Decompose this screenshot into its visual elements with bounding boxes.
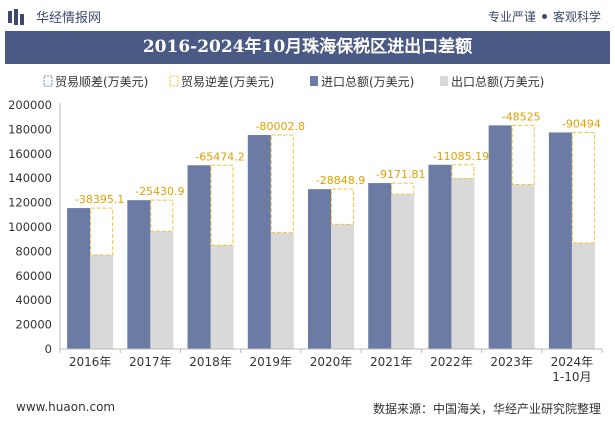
- deficit-data-label: -38395.1: [75, 193, 124, 206]
- y-tick-label: 160000: [8, 147, 52, 161]
- x-tick-label: 2018年: [189, 355, 232, 369]
- deficit-bar: [150, 199, 174, 232]
- y-tick-label: 80000: [15, 244, 52, 258]
- legend: 贸易顺差(万美元) 贸易逆差(万美元) 进口总额(万美元) 出口总额(万美元): [43, 74, 544, 89]
- legend-swatch-import: [310, 76, 318, 86]
- legend-label: 进口总额(万美元): [321, 75, 414, 89]
- brand-logo-icon: [8, 8, 24, 25]
- x-axis: 2016年 2017年 2018年 2019年 2020年 2021年 2022年 2023年…: [59, 348, 603, 384]
- export-bar: [150, 231, 174, 349]
- import-bar: [488, 125, 512, 350]
- deficit-bar: [391, 182, 415, 195]
- deficit-data-label: -9171.81: [376, 168, 425, 181]
- deficit-bar: [210, 164, 234, 246]
- slogan-left: 专业严谨: [487, 10, 536, 24]
- footer-source: 数据来源：中国海关，华经产业研究院整理: [372, 402, 601, 416]
- x-tick-label: 2016年: [69, 355, 112, 369]
- export-bar: [571, 242, 595, 349]
- y-tick-label: 120000: [8, 196, 52, 210]
- y-tick-label: 0: [45, 342, 52, 356]
- deficit-bar: [511, 124, 535, 186]
- slogan: 专业严谨 客观科学: [488, 8, 601, 25]
- brand-logo[interactable]: 华经情报网: [8, 7, 101, 26]
- export-bar: [451, 178, 475, 349]
- deficit-data-label: -48525: [502, 110, 541, 123]
- legend-label: 贸易顺差(万美元): [55, 75, 148, 89]
- x-tick-label: 2017年: [129, 355, 172, 369]
- import-bar: [308, 189, 331, 349]
- top-bar: 华经情报网 专业严谨 客观科学: [0, 0, 615, 31]
- x-tick-label: 2023年: [490, 355, 533, 369]
- export-bar: [90, 254, 114, 349]
- import-bar: [247, 135, 271, 349]
- deficit-data-label: -90494: [562, 117, 601, 130]
- y-axis: 0 20000 40000 60000 80000 100000 120000 140000 1…: [8, 98, 61, 356]
- export-bar: [331, 224, 354, 349]
- x-tick-label: 2019年: [250, 355, 293, 369]
- footer-website[interactable]: www.huaon.com: [16, 400, 116, 414]
- import-bar: [67, 208, 91, 349]
- import-bar: [368, 183, 392, 349]
- y-tick-label: 200000: [8, 98, 52, 112]
- y-tick-label: 60000: [15, 269, 52, 283]
- brand-name: 华经情报网: [36, 11, 102, 26]
- y-tick-label: 140000: [8, 171, 52, 185]
- deficit-data-label: -65474.2: [195, 150, 244, 163]
- export-bar: [210, 245, 234, 349]
- y-tick-label: 180000: [8, 122, 52, 136]
- chart-title: 2016-2024年10月珠海保税区进出口差额: [142, 37, 473, 57]
- legend-swatch-deficit: [169, 75, 179, 87]
- y-tick-label: 100000: [8, 220, 52, 234]
- chart: 贸易顺差(万美元) 贸易逆差(万美元) 进口总额(万美元) 出口总额(万美元) 0 20…: [8, 74, 603, 384]
- deficit-data-label: -11085.19: [433, 150, 489, 163]
- bars: [67, 124, 595, 350]
- deficit-bar: [270, 134, 294, 234]
- x-tick-label: 2020年: [310, 355, 353, 369]
- export-bar: [270, 232, 294, 349]
- separator-dot-icon: [541, 14, 547, 19]
- import-bar: [548, 132, 572, 349]
- deficit-bar: [331, 188, 354, 225]
- import-bar: [428, 164, 452, 349]
- deficit-bar: [90, 207, 114, 256]
- x-tick-label: 2021年: [370, 355, 413, 369]
- legend-label: 贸易逆差(万美元): [181, 74, 274, 89]
- deficit-bar: [571, 131, 595, 244]
- legend-swatch-surplus: [43, 75, 53, 87]
- data-labels: -38395.1 -25430.9 -65474.2 -80002.8 -28848.9…: [75, 110, 601, 206]
- slogan-right: 客观科学: [552, 10, 601, 24]
- export-bar: [511, 184, 535, 349]
- deficit-data-label: -25430.9: [135, 185, 184, 198]
- x-tick-label: 2024年: [551, 355, 594, 369]
- export-bar: [391, 194, 415, 349]
- deficit-data-label: -28848.9: [316, 174, 365, 187]
- x-tick-label: 2022年: [430, 355, 473, 369]
- deficit-bar: [451, 164, 475, 179]
- import-bar: [127, 200, 151, 349]
- deficit-data-label: -80002.8: [256, 120, 305, 133]
- import-bar: [187, 165, 211, 349]
- y-tick-label: 20000: [15, 318, 52, 332]
- x-tick-label: 1-10月: [552, 370, 591, 384]
- chart-title-band: 2016-2024年10月珠海保税区进出口差额: [5, 31, 610, 64]
- legend-swatch-export: [440, 76, 448, 86]
- y-tick-label: 40000: [15, 293, 52, 307]
- legend-label: 出口总额(万美元): [451, 75, 544, 89]
